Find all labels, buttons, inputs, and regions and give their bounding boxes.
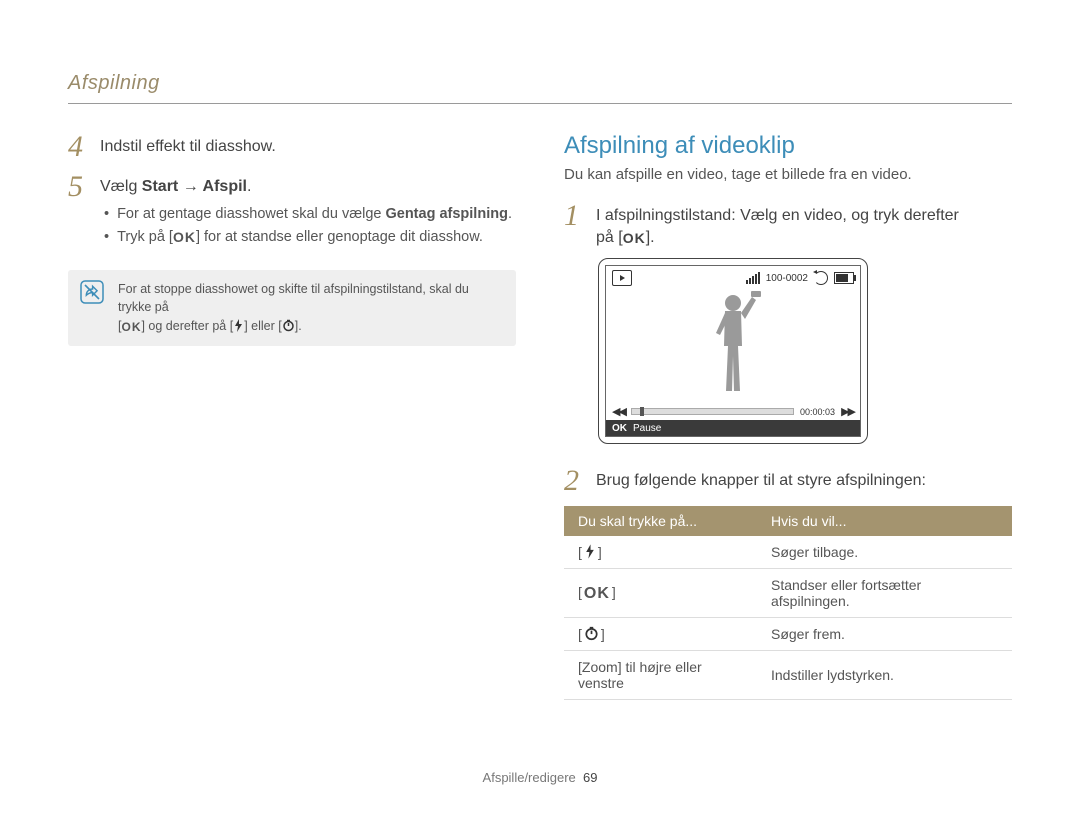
video-preview: 100-0002	[598, 258, 868, 444]
footer-page-number: 69	[583, 770, 597, 785]
val-volume: Indstiller lydstyrken.	[757, 651, 1012, 700]
val-back: Søger tilbage.	[757, 536, 1012, 569]
s1-l2a: på [	[596, 229, 623, 246]
b2-post: ] for at standse eller genoptage dit dia…	[196, 229, 483, 245]
progress-track	[631, 408, 794, 415]
time-elapsed: 00:00:03	[800, 407, 835, 417]
table-row: [Zoom] til højre eller venstre Indstille…	[564, 651, 1012, 700]
key-flash	[564, 536, 757, 569]
table-header-row: Du skal trykke på... Hvis du vil...	[564, 506, 1012, 536]
val-fwd: Søger frem.	[757, 618, 1012, 651]
bullet-repeat: For at gentage diasshowet skal du vælge …	[104, 204, 512, 225]
b1-post: .	[508, 206, 512, 222]
step-text: Brug følgende knapper til at styre afspi…	[596, 466, 926, 496]
th-action: Hvis du vil...	[757, 506, 1012, 536]
ok-icon: OK	[121, 318, 141, 336]
step-4: 4 Indstil effekt til diasshow.	[68, 132, 516, 162]
content-columns: 4 Indstil effekt til diasshow. 5 Vælg St…	[68, 132, 1012, 700]
note-l2d: ].	[295, 319, 302, 333]
page-footer: Afspille/redigere 69	[0, 770, 1080, 785]
rewind-icon: ◀◀	[612, 405, 625, 418]
step-2: 2 Brug følgende knapper til at styre afs…	[564, 466, 1012, 496]
key-zoom: [Zoom] til højre eller venstre	[564, 651, 757, 700]
play-mode-icon	[612, 270, 632, 286]
step-number: 4	[68, 132, 90, 162]
note-icon	[80, 280, 104, 304]
flash-icon	[584, 544, 596, 559]
page-header: Afspilning	[68, 72, 1012, 104]
video-frame	[606, 294, 860, 396]
controls-table: Du skal trykke på... Hvis du vil... Søge…	[564, 506, 1012, 700]
table-row: Søger frem.	[564, 618, 1012, 651]
file-counter: 100-0002	[766, 273, 808, 284]
preview-status-bar: 100-0002	[606, 266, 860, 290]
key-timer	[564, 618, 757, 651]
left-column: 4 Indstil effekt til diasshow. 5 Vælg St…	[68, 132, 516, 700]
note-text: For at stoppe diasshowet og skifte til a…	[118, 280, 502, 337]
right-column: Afspilning af videoklip Du kan afspille …	[564, 132, 1012, 700]
ok-icon: OK	[173, 227, 196, 247]
timer-icon	[584, 626, 599, 641]
battery-icon	[834, 272, 854, 284]
note-l2c: ] eller [	[244, 319, 282, 333]
step-text: Indstil effekt til diasshow.	[100, 132, 276, 162]
table-row: OK Standser eller fortsætter afspilninge…	[564, 569, 1012, 618]
cycle-icon	[814, 271, 828, 285]
s1-l1: I afspilningstilstand: Vælg en video, og…	[596, 207, 959, 224]
step-text: I afspilningstilstand: Vælg en video, og…	[596, 201, 959, 248]
step-5: 5 Vælg Start → Afspil. For at gentage di…	[68, 172, 516, 250]
signal-icon	[746, 272, 760, 284]
b2-pre: Tryk på [	[117, 229, 173, 245]
key-ok: OK	[564, 569, 757, 618]
ok-icon: OK	[584, 585, 610, 603]
step5-bullets: For at gentage diasshowet skal du vælge …	[104, 204, 512, 248]
pause-label: Pause	[633, 423, 661, 434]
note-l1: For at stoppe diasshowet og skifte til a…	[118, 282, 469, 315]
th-press: Du skal trykke på...	[564, 506, 757, 536]
step5-bold: Start → Afspil	[142, 178, 247, 195]
step-number: 2	[564, 466, 586, 496]
flash-icon	[233, 319, 244, 332]
table-row: Søger tilbage.	[564, 536, 1012, 569]
b1-pre: For at gentage diasshowet skal du vælge	[117, 206, 385, 222]
s1-l2b: ].	[646, 229, 655, 246]
section-title: Afspilning af videoklip	[564, 132, 1012, 160]
val-pause: Standser eller fortsætter afspilningen.	[757, 569, 1012, 618]
b1-bold: Gentag afspilning	[385, 206, 507, 222]
manual-page: Afspilning 4 Indstil effekt til diasshow…	[0, 0, 1080, 815]
scrub-bar: ◀◀ 00:00:03 ▶▶	[606, 405, 860, 418]
step-1: 1 I afspilningstilstand: Vælg en video, …	[564, 201, 1012, 248]
step-number: 1	[564, 201, 586, 248]
zoom-bold: Zoom	[582, 659, 618, 675]
preview-bottom-bar: OK Pause	[606, 420, 860, 436]
note-l2b: ] og derefter på [	[141, 319, 233, 333]
ok-label: OK	[612, 423, 627, 434]
timer-icon	[282, 319, 295, 332]
forward-icon: ▶▶	[841, 405, 854, 418]
note-box: For at stoppe diasshowet og skifte til a…	[68, 270, 516, 347]
footer-section: Afspille/redigere	[483, 770, 576, 785]
step-text: Vælg Start → Afspil. For at gentage dias…	[100, 172, 512, 250]
step-number: 5	[68, 172, 90, 250]
step5-suffix: .	[247, 178, 251, 195]
step5-prefix: Vælg	[100, 178, 142, 195]
section-subtitle: Du kan afspille en video, tage et billed…	[564, 166, 1012, 183]
bullet-pause: Tryk på [OK] for at standse eller genopt…	[104, 227, 512, 248]
ok-icon: OK	[623, 229, 646, 248]
